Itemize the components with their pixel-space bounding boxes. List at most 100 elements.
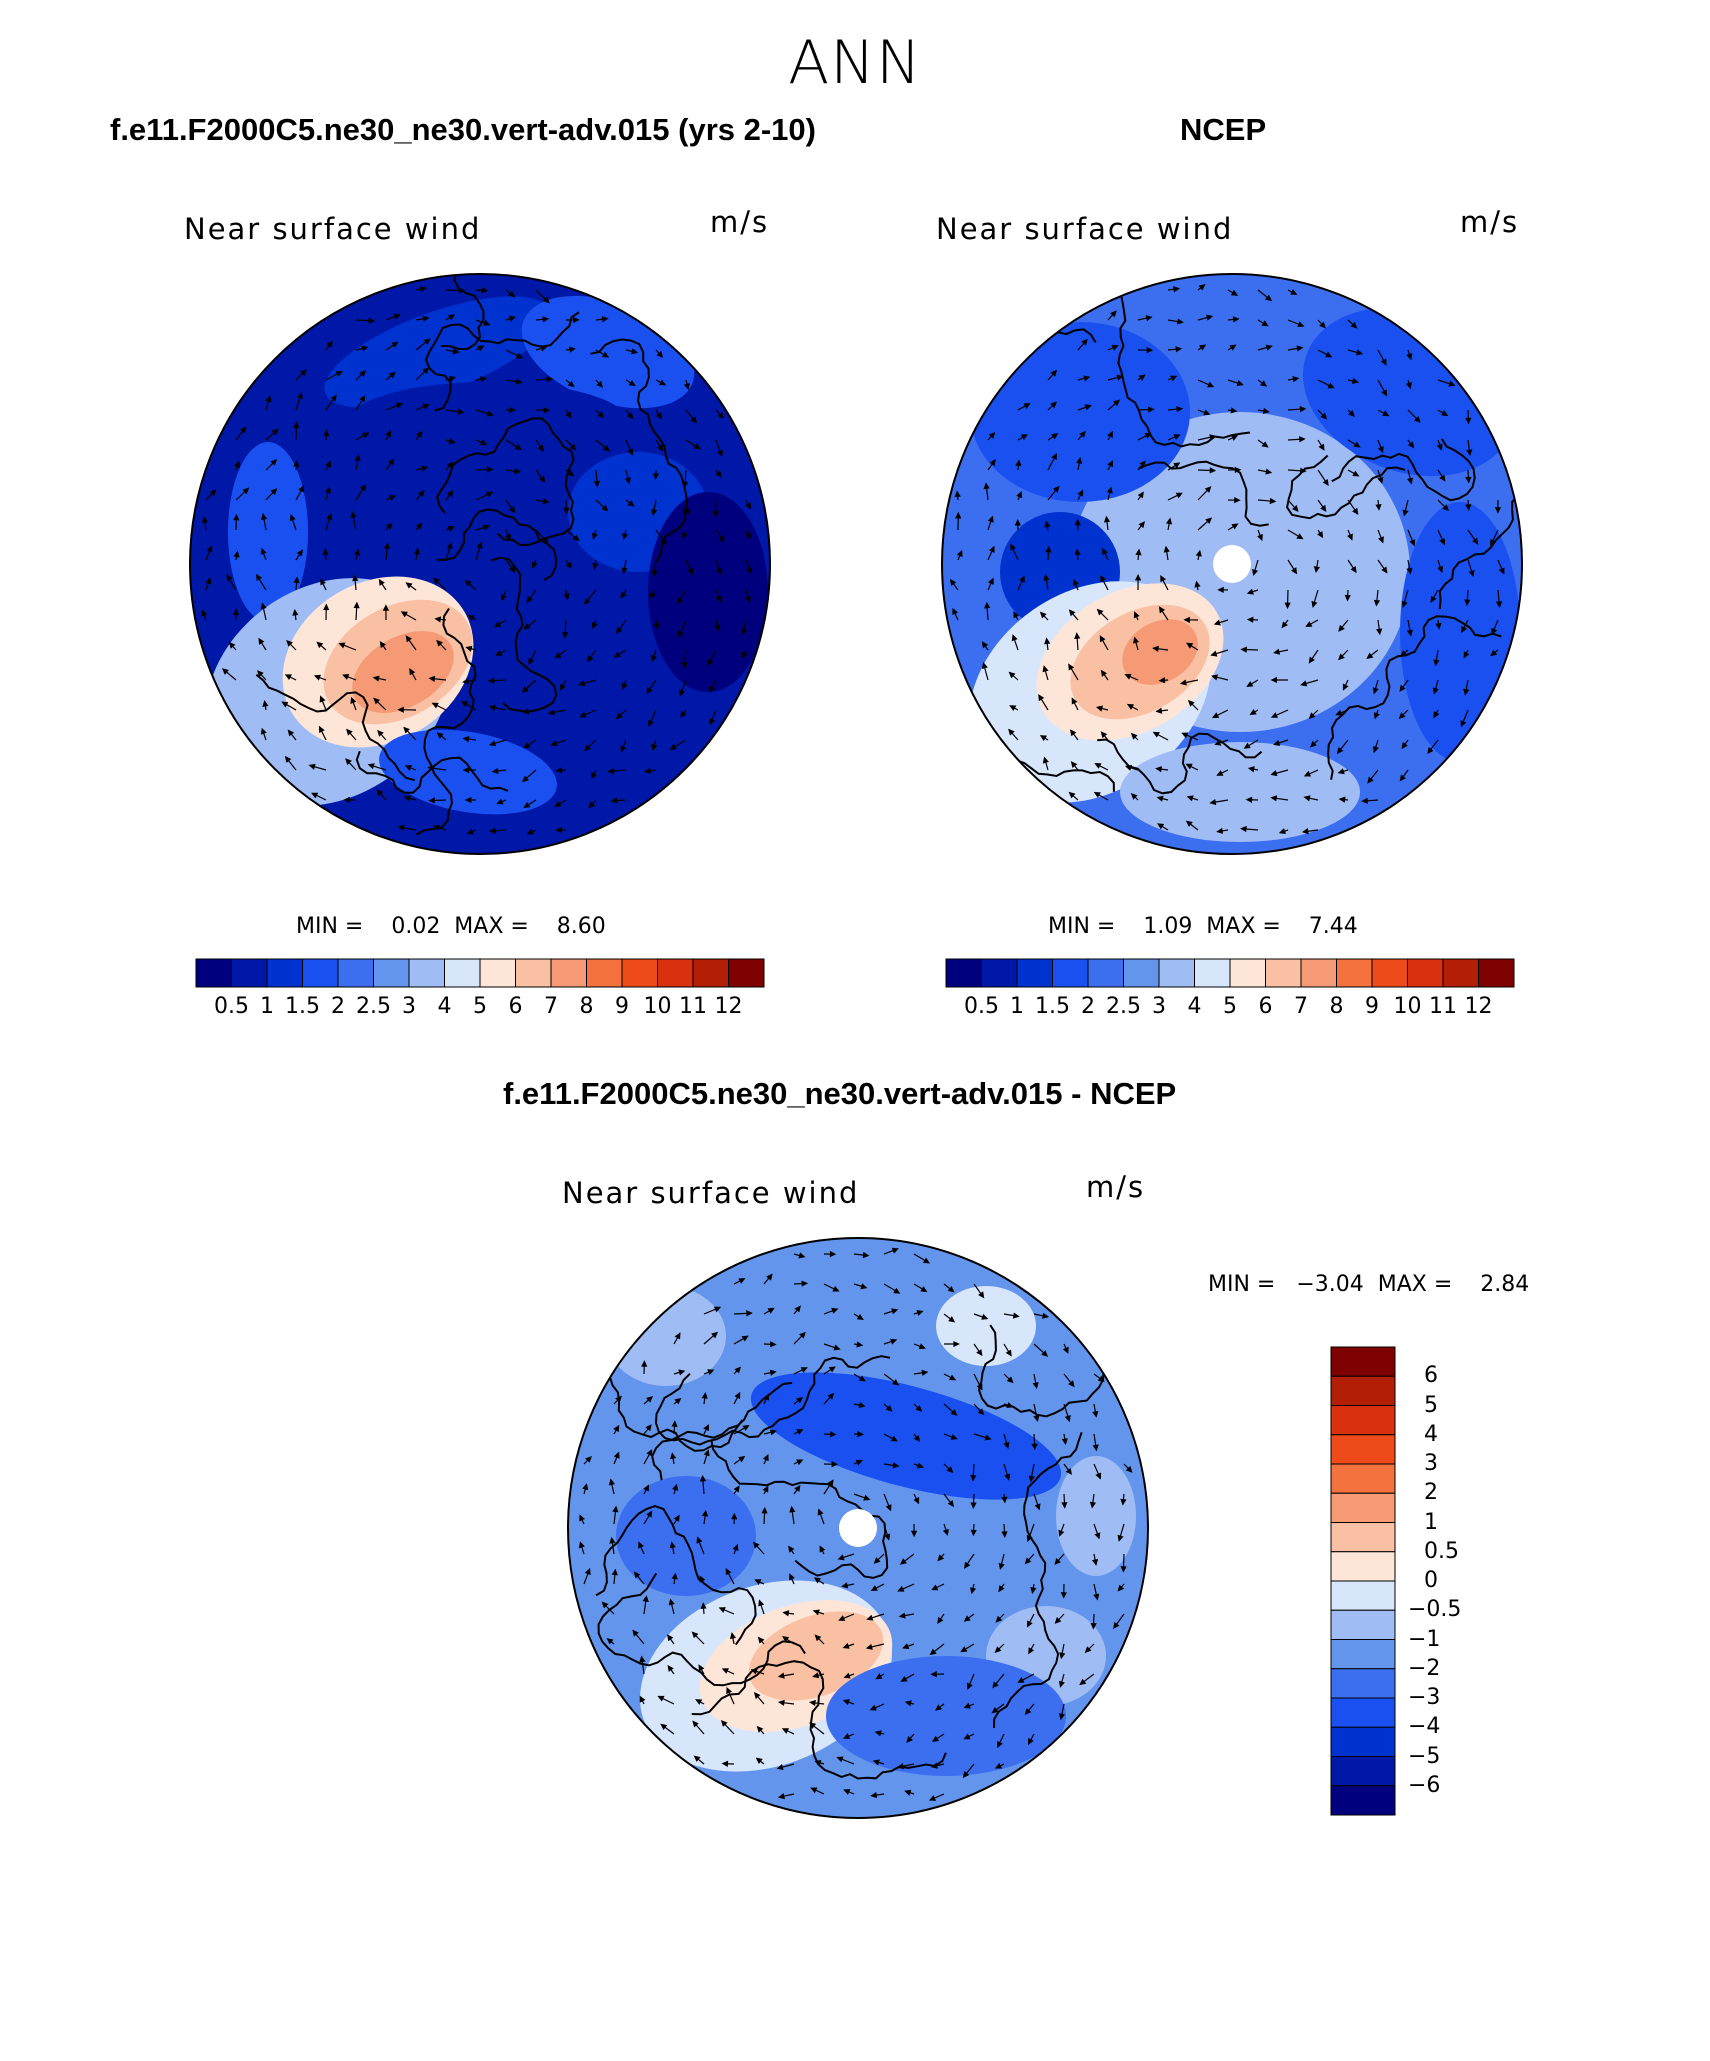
colorbar-tick-label: 1 bbox=[260, 994, 274, 1019]
shaded-region bbox=[1122, 619, 1198, 685]
colorbar-tick-label: 12 bbox=[714, 994, 743, 1019]
colorbar-swatch bbox=[1123, 958, 1160, 988]
shaded-region bbox=[1400, 502, 1520, 762]
colorbar-tick-label: 0.5 bbox=[214, 994, 249, 1019]
colorbar-swatch bbox=[515, 958, 552, 988]
colorbar-tick-label: 7 bbox=[1294, 994, 1308, 1019]
pole-mask bbox=[839, 1509, 877, 1547]
colorbar-tick-label: 2.5 bbox=[356, 994, 391, 1019]
colorbar-swatch bbox=[444, 958, 481, 988]
colorbar-tick-label: 5 bbox=[1223, 994, 1237, 1019]
colorbar-tick-label: 2.5 bbox=[1106, 994, 1141, 1019]
colorbar-swatch bbox=[266, 958, 303, 988]
colorbar-tick-label: 2 bbox=[1424, 1480, 1438, 1506]
panel1-units: m/s bbox=[710, 205, 770, 239]
panel3-polar-map bbox=[567, 1237, 1149, 1819]
shaded-region bbox=[348, 382, 628, 462]
colorbar-swatch bbox=[231, 958, 268, 988]
colorbar-swatch bbox=[1330, 1639, 1396, 1670]
shaded-region bbox=[936, 1286, 1036, 1366]
colorbar-swatch bbox=[1336, 958, 1373, 988]
shaded-region bbox=[1056, 1456, 1136, 1576]
colorbar-swatch bbox=[1371, 958, 1408, 988]
shaded-region bbox=[1120, 742, 1360, 842]
colorbar-swatch bbox=[981, 958, 1018, 988]
panel1-min-max: MIN = 0.02 MAX = 8.60 bbox=[296, 914, 606, 939]
colorbar-tick-label: 2 bbox=[331, 994, 345, 1019]
colorbar-swatch bbox=[1194, 958, 1231, 988]
shaded-region bbox=[228, 442, 308, 622]
colorbar-tick-label: 5 bbox=[1424, 1392, 1438, 1418]
colorbar-swatch bbox=[1330, 1785, 1396, 1816]
colorbar-tick-label: 2 bbox=[1081, 994, 1095, 1019]
shaded-region bbox=[648, 492, 768, 692]
colorbar-tick-label: 6 bbox=[1424, 1363, 1438, 1389]
colorbar-tick-label: 11 bbox=[1429, 994, 1457, 1019]
panel1-colorbar-ticks: 0.5 1 1.5 2 2.5 3 4 5 6 7 8 9 10 11 12 bbox=[196, 994, 764, 1024]
colorbar-swatch bbox=[1158, 958, 1195, 988]
colorbar-tick-label: 9 bbox=[1365, 994, 1379, 1019]
wind-vectors bbox=[949, 284, 1505, 835]
shaded-region bbox=[352, 631, 454, 713]
panel3-heading: f.e11.F2000C5.ne30_ne30.vert-adv.015 - N… bbox=[503, 1076, 1177, 1111]
panel2-field-label: Near surface wind bbox=[936, 212, 1234, 246]
pole-mask bbox=[1213, 545, 1251, 583]
coastlines bbox=[255, 274, 689, 836]
colorbar-swatch bbox=[302, 958, 339, 988]
map-boundary bbox=[189, 273, 771, 855]
panel2-units: m/s bbox=[1460, 205, 1520, 239]
colorbar-swatch bbox=[373, 958, 410, 988]
colorbar-swatch bbox=[1330, 1522, 1396, 1553]
colorbar-tick-label: 1 bbox=[1424, 1509, 1438, 1535]
colorbar-tick-label: −1 bbox=[1408, 1626, 1441, 1652]
colorbar-tick-label: 4 bbox=[1187, 994, 1202, 1019]
panel1-heading: f.e11.F2000C5.ne30_ne30.vert-adv.015 (yr… bbox=[110, 112, 816, 147]
colorbar-tick-label: −0.5 bbox=[1408, 1597, 1462, 1623]
colorbar-tick-label: −5 bbox=[1408, 1743, 1441, 1769]
colorbar-swatch bbox=[1330, 1492, 1396, 1523]
colorbar-swatch bbox=[1330, 1405, 1396, 1436]
panel3-field-label: Near surface wind bbox=[562, 1176, 860, 1210]
colorbar-swatch bbox=[657, 958, 694, 988]
colorbar-tick-label: 1.5 bbox=[285, 994, 320, 1019]
colorbar-swatch bbox=[1330, 1434, 1396, 1465]
colorbar-swatch bbox=[1407, 958, 1444, 988]
colorbar-swatch bbox=[1087, 958, 1124, 988]
panel3-units: m/s bbox=[1086, 1170, 1146, 1204]
colorbar-swatch bbox=[586, 958, 623, 988]
colorbar-swatch bbox=[1016, 958, 1053, 988]
colorbar-swatch bbox=[1330, 1580, 1396, 1611]
wind-vectors bbox=[201, 286, 753, 835]
colorbar-swatch bbox=[1300, 958, 1337, 988]
shaded-region bbox=[826, 1656, 1066, 1776]
shaded-region bbox=[616, 1476, 756, 1596]
colorbar-swatch bbox=[1442, 958, 1479, 988]
colorbar-tick-label: 0 bbox=[1424, 1568, 1438, 1593]
panel1-colorbar bbox=[195, 958, 765, 988]
colorbar-swatch bbox=[1478, 958, 1515, 988]
colorbar-swatch bbox=[1330, 1463, 1396, 1494]
shaded-region bbox=[970, 322, 1190, 502]
panel2-polar-map bbox=[941, 273, 1523, 855]
colorbar-swatch bbox=[1330, 1697, 1396, 1728]
panel3-colorbar-ticks: 6 5 4 3 2 1 0.5 0 −0.5 −1 −2 −3 −4 −5 −6 bbox=[1408, 1346, 1528, 1816]
colorbar-swatch bbox=[1330, 1756, 1396, 1787]
colorbar-tick-label: 5 bbox=[473, 994, 487, 1019]
colorbar-tick-label: −3 bbox=[1408, 1685, 1441, 1710]
colorbar-swatch bbox=[1265, 958, 1302, 988]
colorbar-swatch bbox=[1229, 958, 1266, 988]
colorbar-swatch bbox=[337, 958, 374, 988]
colorbar-tick-label: −6 bbox=[1408, 1772, 1441, 1798]
colorbar-swatch bbox=[692, 958, 729, 988]
map-boundary bbox=[567, 1237, 1149, 1819]
colorbar-swatch bbox=[728, 958, 765, 988]
colorbar-swatch bbox=[945, 958, 982, 988]
colorbar-tick-label: 6 bbox=[1258, 994, 1273, 1019]
panel2-heading: NCEP bbox=[1180, 112, 1267, 147]
coastlines bbox=[568, 1269, 1108, 1780]
colorbar-swatch bbox=[1330, 1726, 1396, 1757]
colorbar-swatch bbox=[1330, 1668, 1396, 1699]
colorbar-tick-label: 1 bbox=[1010, 994, 1024, 1019]
panel2-colorbar bbox=[945, 958, 1515, 988]
map-boundary bbox=[941, 273, 1523, 855]
